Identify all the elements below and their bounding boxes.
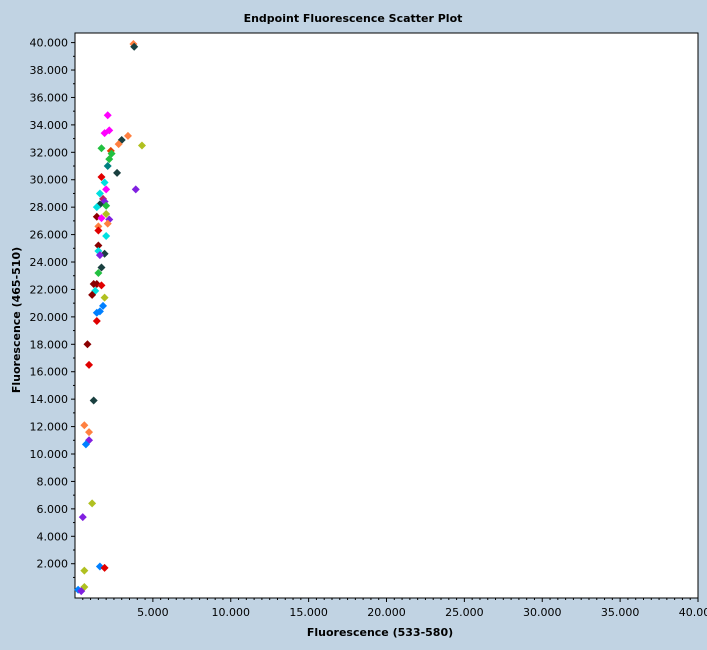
data-point <box>83 340 92 349</box>
y-tick-label: 38.000 <box>30 64 69 77</box>
data-point <box>131 185 140 194</box>
y-tick-label: 6.000 <box>37 503 69 516</box>
y-tick-label: 28.000 <box>30 201 69 214</box>
data-point <box>94 226 103 235</box>
data-point <box>94 241 103 250</box>
data-point <box>97 214 106 223</box>
data-point <box>100 178 109 187</box>
data-point <box>130 42 139 51</box>
data-point <box>94 222 103 231</box>
y-axis: 2.000 4.000 6.000 8.000 10.000 12.000 14.000 16… <box>30 37 75 578</box>
data-point <box>81 440 90 449</box>
y-tick-label: 2.000 <box>37 558 69 571</box>
data-point <box>100 563 109 572</box>
data-point <box>97 172 106 181</box>
y-tick-label: 40.000 <box>30 37 69 50</box>
y-tick-label: 26.000 <box>30 229 69 242</box>
x-tick-label: 10.000 <box>212 606 251 619</box>
data-point <box>89 396 98 405</box>
data-point <box>100 129 109 138</box>
data-point <box>92 316 101 325</box>
y-axis-label: Fluorescence (465-510) <box>10 247 23 393</box>
data-point <box>92 308 101 317</box>
y-tick-label: 20.000 <box>30 311 69 324</box>
y-tick-label: 18.000 <box>30 338 69 351</box>
data-point <box>80 566 89 575</box>
y-tick-label: 36.000 <box>30 91 69 104</box>
x-tick-label: 40.000 <box>679 606 707 619</box>
data-point <box>99 301 108 310</box>
data-point <box>114 140 123 149</box>
x-tick-label: 25.000 <box>445 606 484 619</box>
y-tick-label: 4.000 <box>37 530 69 543</box>
data-point <box>95 251 104 260</box>
data-point <box>95 189 104 198</box>
data-point <box>100 293 109 302</box>
data-points <box>74 39 146 596</box>
x-axis-label: Fluorescence (533-580) <box>307 626 453 639</box>
data-point <box>102 185 111 194</box>
data-point <box>97 281 106 290</box>
data-point <box>113 168 122 177</box>
x-tick-label: 35.000 <box>601 606 640 619</box>
data-point <box>77 587 86 596</box>
y-tick-label: 14.000 <box>30 393 69 406</box>
data-point <box>123 131 132 140</box>
y-tick-label: 10.000 <box>30 448 69 461</box>
data-point <box>103 219 112 228</box>
data-point <box>85 360 94 369</box>
y-tick-label: 30.000 <box>30 174 69 187</box>
data-point <box>102 201 111 210</box>
x-axis: 5.000 10.000 15.000 20.000 25.000 30.000 35.00… <box>82 598 707 619</box>
data-point <box>94 268 103 277</box>
y-tick-label: 24.000 <box>30 256 69 269</box>
data-point <box>137 141 146 150</box>
x-tick-label: 15.000 <box>289 606 328 619</box>
data-point <box>97 263 106 272</box>
x-tick-label: 5.000 <box>137 606 169 619</box>
data-point <box>78 513 87 522</box>
y-tick-label: 32.000 <box>30 146 69 159</box>
y-tick-label: 12.000 <box>30 421 69 434</box>
y-tick-label: 16.000 <box>30 366 69 379</box>
x-tick-label: 20.000 <box>367 606 406 619</box>
data-point <box>97 144 106 153</box>
data-point <box>100 249 109 258</box>
x-tick-label: 30.000 <box>523 606 562 619</box>
data-point <box>80 421 89 430</box>
data-point <box>105 155 114 164</box>
data-point <box>92 203 101 212</box>
y-tick-label: 8.000 <box>37 475 69 488</box>
chart-title: Endpoint Fluorescence Scatter Plot <box>244 12 463 25</box>
data-point <box>103 111 112 120</box>
y-tick-label: 22.000 <box>30 283 69 296</box>
data-point <box>103 162 112 171</box>
y-tick-label: 34.000 <box>30 119 69 132</box>
data-point <box>88 290 97 299</box>
data-point <box>102 231 111 240</box>
plot-area <box>74 32 699 599</box>
data-point <box>102 210 111 219</box>
data-point <box>85 428 94 437</box>
data-point <box>88 499 97 508</box>
